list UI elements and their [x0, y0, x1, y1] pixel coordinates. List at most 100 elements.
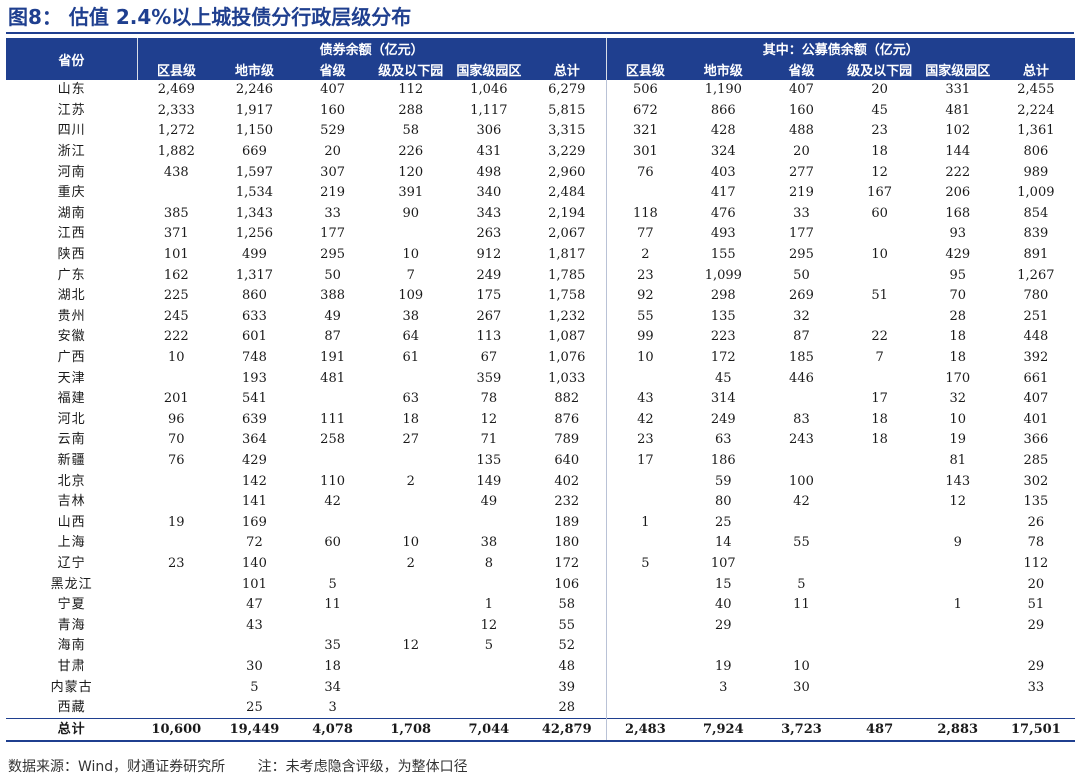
value-cell: 55: [793, 535, 810, 551]
header-col: 总计: [996, 59, 1075, 80]
value-cell: 6,279: [527, 80, 607, 101]
title-divider: [6, 32, 1074, 34]
value-cell: [841, 512, 919, 533]
value-cell: 249: [710, 411, 736, 427]
value-cell: 1: [953, 597, 962, 613]
value-cell: 206: [945, 185, 971, 201]
page-title: 图8： 估值 2.4%以上城投债分行政层级分布: [8, 5, 412, 29]
value-cell: [450, 574, 528, 595]
header-group-public: 其中：公募债余额（亿元）: [606, 38, 1075, 59]
value-cell: 2,067: [527, 224, 607, 245]
value-cell: [372, 224, 450, 245]
value-cell: [997, 698, 1075, 719]
footnote: 注：未考虑隐含评级，为整体口径: [257, 759, 468, 775]
value-cell: 10: [637, 350, 654, 366]
value-cell: 168: [945, 205, 971, 221]
value-cell: 488: [789, 123, 814, 139]
table-row: 浙江 1,882 669 20 226 431 3,229 301 324 20 18 144 806: [6, 141, 1075, 163]
value-cell: 860: [242, 288, 267, 304]
table-row: 山西 19 169 189 1 25 26: [6, 512, 1075, 534]
value-cell: [606, 636, 684, 657]
value-cell: 1,317: [235, 267, 274, 283]
value-cell: 12: [949, 494, 966, 510]
value-cell: 43: [246, 617, 263, 633]
value-cell: 429: [945, 247, 971, 263]
total-row: 总计 10,600 19,449 4,078 1,708 7,044 42,879 2,483…: [6, 718, 1075, 743]
value-cell: [841, 574, 919, 595]
value-cell: 118: [633, 205, 658, 221]
table-header: 省份 债券余额（亿元） 其中：公募债余额（亿元） 区县级 地市级 省级 级及以下园 国家…: [6, 38, 1075, 80]
value-cell: 96: [168, 411, 185, 427]
value-cell: 7: [406, 267, 415, 283]
value-cell: 2,194: [527, 203, 607, 225]
table-row: 辽宁 23 140 2 8 172 5 107 112: [6, 553, 1075, 575]
value-cell: 3: [328, 700, 337, 716]
value-cell: 263: [476, 226, 502, 242]
value-cell: 51: [871, 288, 888, 304]
value-cell: [137, 677, 215, 698]
value-cell: 385: [163, 205, 189, 221]
bond-table: 省份 债券余额（亿元） 其中：公募债余额（亿元） 区县级 地市级 省级 级及以下园 国家…: [6, 38, 1075, 743]
value-cell: 876: [527, 409, 607, 431]
table-row: 黑龙江 101 5 106 15 5 20: [6, 574, 1075, 595]
value-cell: 25: [246, 700, 263, 716]
value-cell: 172: [527, 553, 607, 575]
value-cell: 101: [163, 247, 189, 263]
value-cell: [137, 615, 215, 636]
value-cell: 1,232: [527, 306, 607, 328]
province-cell: 广西: [57, 350, 86, 366]
value-cell: 1,817: [527, 244, 607, 266]
value-cell: 87: [793, 329, 810, 345]
value-cell: 989: [1023, 164, 1049, 180]
value-cell: 2,333: [157, 102, 195, 118]
header-col: 区县级: [137, 59, 216, 80]
value-cell: 12: [402, 638, 419, 654]
value-cell: [606, 492, 684, 513]
value-cell: 10: [949, 411, 966, 427]
table-row: 江西 371 1,256 177 263 2,067 77 493 177 93 839: [6, 224, 1075, 245]
province-cell: 广东: [57, 267, 86, 283]
value-cell: 60: [324, 535, 341, 551]
value-cell: 219: [320, 185, 345, 201]
value-cell: 669: [242, 144, 267, 160]
value-cell: [372, 615, 450, 636]
province-cell: 北京: [57, 473, 86, 489]
value-cell: 20: [324, 144, 341, 160]
province-cell: 天津: [57, 370, 86, 386]
value-cell: 67: [480, 350, 498, 366]
value-cell: 499: [242, 247, 267, 263]
value-cell: 71: [480, 432, 498, 448]
value-cell: 331: [945, 82, 971, 98]
value-cell: 267: [476, 308, 502, 324]
value-cell: 19: [949, 432, 966, 448]
value-cell: [294, 389, 372, 410]
value-cell: 431: [476, 144, 502, 160]
value-cell: 90: [402, 205, 419, 221]
value-cell: [762, 451, 840, 472]
province-cell: 湖南: [57, 205, 86, 221]
value-cell: 32: [793, 308, 810, 324]
value-cell: 481: [945, 102, 971, 118]
value-cell: 32: [949, 391, 966, 407]
value-cell: 17: [637, 452, 654, 468]
value-cell: 429: [242, 452, 267, 468]
value-cell: 245: [163, 308, 189, 324]
value-cell: 120: [398, 164, 424, 180]
value-cell: 8: [484, 555, 493, 571]
value-cell: 18: [871, 432, 888, 448]
value-cell: 39: [527, 677, 607, 698]
value-cell: [841, 657, 919, 678]
value-cell: 1: [641, 514, 650, 530]
value-cell: 101: [242, 576, 267, 592]
value-cell: 10: [402, 247, 419, 263]
province-cell: 山东: [57, 82, 86, 98]
value-cell: [294, 451, 372, 472]
value-cell: 99: [637, 329, 654, 345]
province-cell: 青海: [57, 617, 86, 633]
value-cell: 18: [949, 350, 966, 366]
value-cell: 23: [637, 267, 654, 283]
value-cell: 51: [1027, 597, 1045, 613]
province-cell: 甘肃: [57, 658, 86, 674]
value-cell: 4,078: [293, 718, 372, 743]
province-cell: 河南: [57, 164, 86, 180]
